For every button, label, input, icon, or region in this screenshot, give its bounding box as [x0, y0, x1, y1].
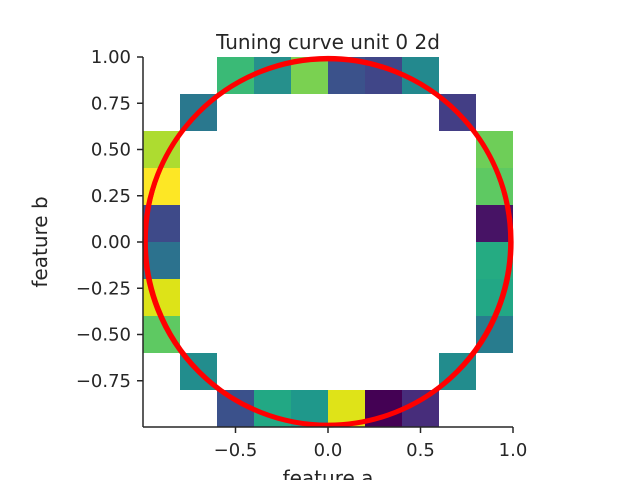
x-ticks: −0.5 0.0 0.5 1.0 [214, 427, 528, 461]
red-circle-overlay [142, 55, 514, 428]
y-tick-label: 0.00 [91, 232, 131, 253]
y-tick-label: −0.75 [76, 371, 131, 392]
y-tick-label: −0.50 [76, 325, 131, 346]
x-tick-label: 0.5 [406, 440, 435, 461]
x-tick-label: 0.0 [314, 440, 343, 461]
chart-title: Tuning curve unit 0 2d [215, 30, 440, 54]
y-axis-label: feature b [28, 196, 52, 287]
x-axis-label: feature a [283, 466, 374, 480]
x-tick-label: −0.5 [214, 440, 258, 461]
y-tick-label: 1.00 [91, 47, 131, 68]
y-ticks: 1.00 0.75 0.50 0.25 0.00 −0.25 −0.50 −0.75 [76, 47, 143, 392]
y-tick-label: −0.25 [76, 278, 131, 299]
y-tick-label: 0.50 [91, 140, 131, 161]
y-tick-label: 0.25 [91, 186, 131, 207]
overlay-circle-inner [144, 55, 512, 427]
y-tick-label: 0.75 [91, 93, 131, 114]
x-tick-label: 1.0 [499, 440, 528, 461]
